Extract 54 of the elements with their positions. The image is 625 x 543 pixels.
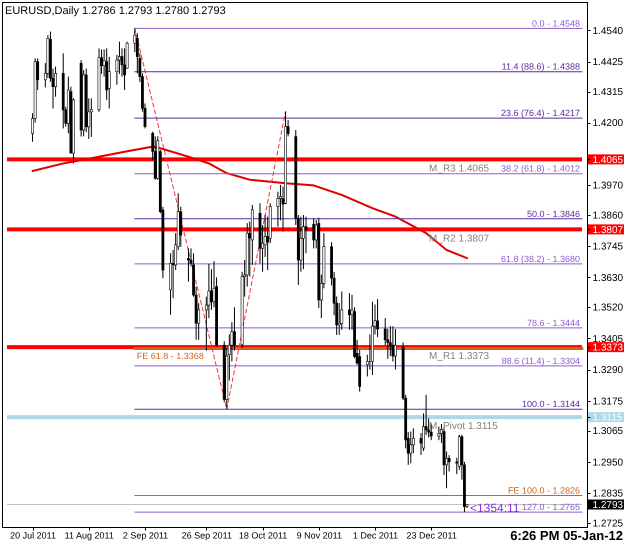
x-tick-label: 2 Sep 2011 [122,530,168,540]
series-label: 61.8 (38.2) - 1.3680 [500,254,580,264]
candlestick [90,98,93,138]
y-tick-label: 1.4200 [592,118,624,130]
text: 6:26 PM 05-Jan-12 [510,528,623,543]
candlestick [179,206,182,248]
series-label: 23.6 (76.4) - 1.4217 [500,108,580,118]
ref-line-label: M_R3 1.4065 [429,163,490,174]
y-tick-label: 1.2835 [592,488,624,500]
y-tick-label: 1.4065 [592,154,624,166]
y-tick-label: 1.3065 [592,426,624,438]
x-tick-label: 1 Dec 2011 [352,530,398,540]
x-tick-label: 18 Oct 2011 [238,530,288,540]
y-tick-label: 1.2950 [592,457,624,468]
y-tick-label: 1.3860 [592,210,624,222]
y-tick-label: 1.2793 [592,500,624,511]
candlestick [376,298,379,338]
chart-title: EURUSD,Daily 1.2786 1.2793 1.2780 1.2793 [5,5,226,17]
series-label: 88.6 (11.4) - 1.3304 [502,356,580,366]
series-label: FE 61.8 - 1.3368 [136,350,204,361]
series-label: 78.6 - 1.3444 [526,318,580,328]
candlestick [187,248,190,282]
candlestick [348,292,351,330]
series-label: 11.4 (88.6) - 1.4388 [502,62,580,72]
y-tick-label: 1.4315 [592,87,624,98]
y-tick-label: 1.4425 [592,57,624,68]
x-tick-label: 11 Aug 2011 [64,530,114,540]
y-tick-label: 1.3745 [592,242,624,253]
series-label: 100.0 - 1.3144 [522,399,580,410]
candlestick [409,430,412,464]
y-tick-label: 1.3520 [592,302,624,314]
series-label: 127.0 - 1.2765 [522,502,580,512]
annotation: <1354:11 [470,501,520,516]
y-tick-label: 1.2725 [592,518,624,530]
y-tick-label: 1.3115 [592,412,623,424]
candlestick [312,218,316,249]
y-tick-label: 1.4540 [592,26,624,37]
x-tick-label: 26 Sep 2011 [182,530,232,540]
y-tick-label: 1.3630 [592,272,624,284]
series-label: 0.0 - 1.4548 [532,18,580,28]
ref-line-label: M_R1 1.3373 [429,351,490,362]
y-tick-label: 1.3373 [592,342,624,354]
x-tick-label: 23 Dec 2011 [406,530,457,540]
y-tick-label: 1.3807 [592,224,624,236]
x-tick-label: 9 Nov 2011 [296,530,342,540]
series-label: 38.2 (61.8) - 1.4012 [500,164,580,174]
x-tick-label: 20 Jul 2011 [10,530,56,540]
candlestick [394,328,397,370]
candlestick [302,214,305,270]
y-tick-label: 1.3970 [592,180,624,192]
y-tick-label: 1.3175 [592,396,624,408]
series-label: FE 100.0 - 1.2826 [508,486,580,496]
y-tick-label: 1.3290 [592,365,624,376]
series-label: 50.0 - 1.3846 [526,208,580,219]
